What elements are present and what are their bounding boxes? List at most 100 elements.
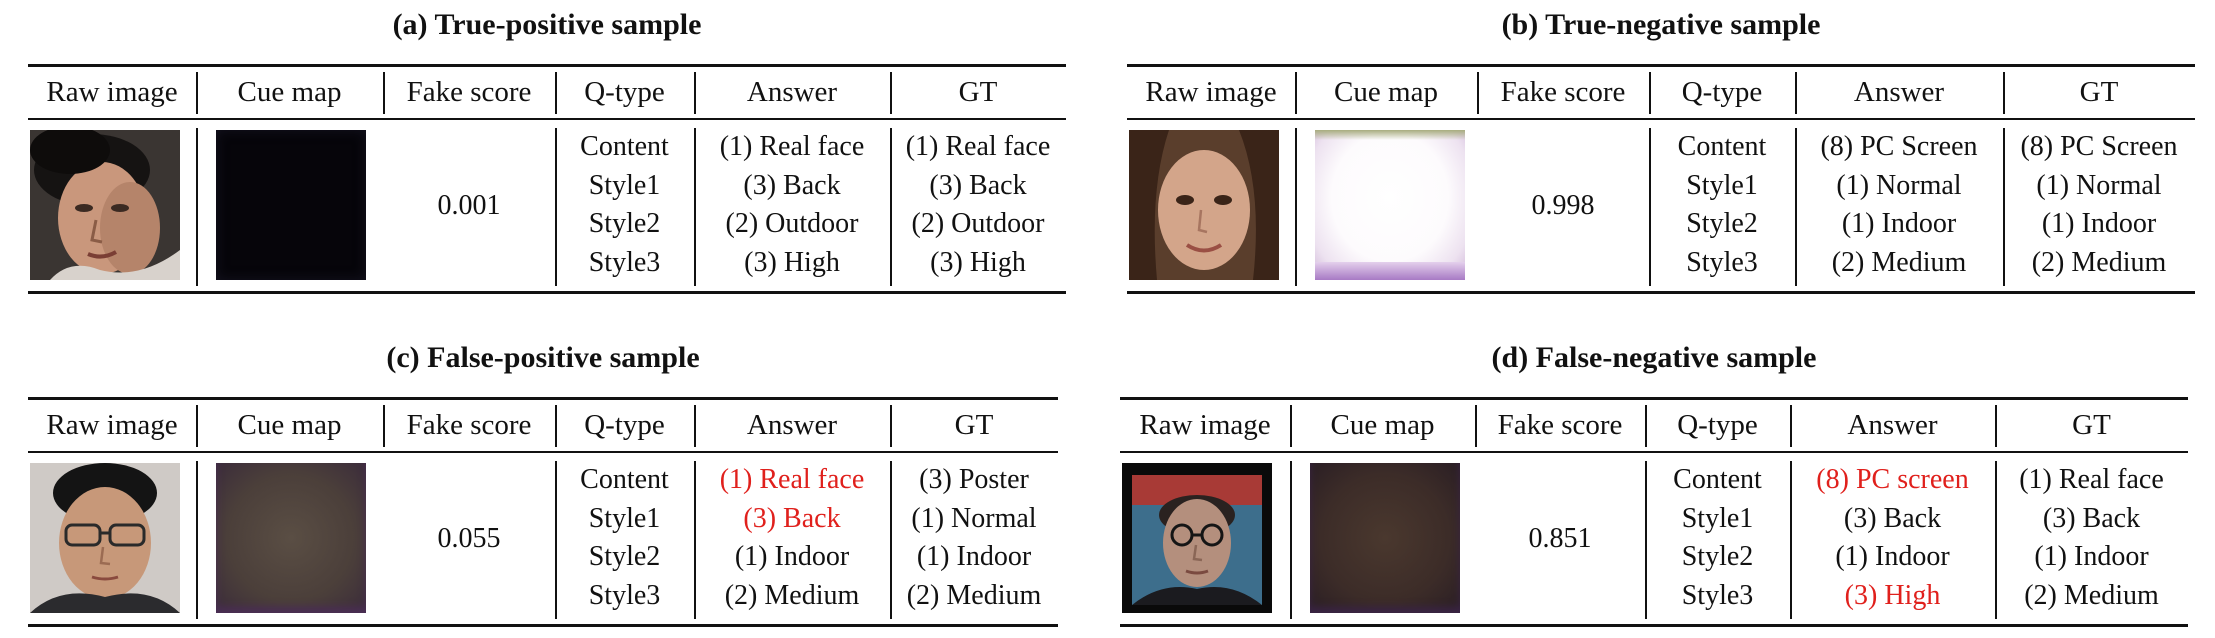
- gt-style1: (1) Normal: [911, 502, 1037, 534]
- q-type-style2: Style2: [588, 541, 661, 572]
- fake-score-value: 0.001: [437, 190, 501, 221]
- cue-map-bottom-band: [1315, 262, 1465, 280]
- column-divider: [1295, 128, 1297, 286]
- column-divider: [694, 405, 696, 447]
- header-gt: GT: [2079, 76, 2119, 108]
- top-rule: [28, 64, 1066, 67]
- gt-style3: (3) High: [930, 246, 1026, 278]
- column-divider: [1995, 461, 1997, 619]
- answer-style3: (2) Medium: [1831, 246, 1967, 278]
- gt-content: (1) Real face: [905, 131, 1051, 162]
- header-gt: GT: [958, 76, 998, 108]
- header-fake-score: Fake score: [1497, 409, 1623, 441]
- column-divider: [555, 128, 557, 286]
- header-raw-image: Raw image: [46, 409, 178, 441]
- answer-style3: (3) High: [744, 246, 840, 278]
- header-cue-map: Cue map: [237, 76, 342, 108]
- bottom-rule: [28, 624, 1058, 627]
- column-divider: [383, 405, 385, 447]
- answer-style2: (2) Outdoor: [725, 208, 859, 239]
- column-divider: [1790, 405, 1792, 447]
- gt-content: (1) Real face: [2019, 464, 2164, 495]
- column-divider: [1795, 72, 1797, 114]
- column-divider: [694, 72, 696, 114]
- gt-style2: (1) Indoor: [2034, 541, 2149, 572]
- fake-score-value: 0.055: [437, 523, 501, 554]
- header-rule: [1127, 118, 2195, 120]
- panel-caption: (a) True-positive sample: [392, 8, 702, 41]
- answer-list: (8) PC Screen (1) Normal (1) Indoor (2) …: [1795, 128, 2003, 282]
- answer-content: (1) Real face: [719, 131, 865, 162]
- q-type-list: Content Style1 Style2 Style3: [1645, 461, 1790, 615]
- column-divider: [1649, 128, 1651, 286]
- header-cue-map: Cue map: [1330, 409, 1435, 441]
- column-divider: [196, 128, 198, 286]
- column-divider: [1290, 461, 1292, 619]
- column-divider: [555, 72, 557, 114]
- header-gt: GT: [954, 409, 994, 441]
- fake-score-value: 0.998: [1531, 190, 1595, 221]
- top-rule: [28, 397, 1058, 400]
- answer-style2: (1) Indoor: [1841, 208, 1957, 239]
- column-divider: [890, 461, 892, 619]
- bottom-rule: [28, 291, 1066, 294]
- gt-style1: (3) Back: [929, 169, 1027, 201]
- column-divider: [196, 72, 198, 114]
- raw-face-image: [1122, 463, 1272, 613]
- header-rule: [1120, 451, 2188, 453]
- top-rule: [1127, 64, 2195, 67]
- header-fake-score: Fake score: [406, 76, 532, 108]
- q-type-style3: Style3: [588, 579, 661, 611]
- raw-face-image: [30, 463, 180, 613]
- header-fake-score: Fake score: [1500, 76, 1626, 108]
- q-type-style2: Style2: [1681, 541, 1754, 572]
- answer-style2: (1) Indoor: [734, 541, 850, 572]
- column-divider: [2003, 72, 2005, 114]
- answer-style2: (1) Indoor: [1835, 541, 1950, 572]
- q-type-list: Content Style1 Style2 Style3: [1649, 128, 1795, 282]
- header-cue-map: Cue map: [1334, 76, 1438, 108]
- answer-style1-wrong: (3) Back: [743, 502, 841, 534]
- panel-caption: (b) True-negative sample: [1501, 8, 1821, 41]
- answer-content-wrong: (1) Real face: [719, 464, 865, 495]
- column-divider: [890, 72, 892, 114]
- column-divider: [196, 405, 198, 447]
- q-type-style3: Style3: [1681, 579, 1754, 611]
- header-raw-image: Raw image: [1145, 76, 1277, 108]
- header-answer: Answer: [746, 409, 838, 441]
- column-divider: [555, 461, 557, 619]
- gt-content: (3) Poster: [919, 464, 1029, 495]
- header-raw-image: Raw image: [46, 76, 178, 108]
- answer-style1: (3) Back: [1843, 502, 1942, 534]
- header-rule: [28, 118, 1066, 120]
- column-divider: [196, 461, 198, 619]
- gt-list: (8) PC Screen (1) Normal (1) Indoor (2) …: [2003, 128, 2195, 282]
- column-divider: [1290, 405, 1292, 447]
- answer-content-wrong: (8) PC screen: [1816, 464, 1969, 495]
- header-answer: Answer: [746, 76, 838, 108]
- q-type-style3: Style3: [1686, 246, 1758, 278]
- q-type-content: Content: [580, 464, 669, 495]
- column-divider: [890, 128, 892, 286]
- column-divider: [2003, 128, 2005, 286]
- gt-list: (1) Real face (3) Back (2) Outdoor (3) H…: [890, 128, 1066, 282]
- raw-face-image: [30, 130, 180, 280]
- panel-true-positive: (a) True-positive sample Raw image Cue m…: [28, 0, 1066, 300]
- panel-caption: (d) False-negative sample: [1491, 341, 1817, 374]
- gt-list: (1) Real face (3) Back (1) Indoor (2) Me…: [1995, 461, 2188, 615]
- q-type-style1: Style1: [588, 502, 661, 534]
- fake-score-value: 0.851: [1528, 523, 1592, 554]
- panel-caption: (c) False-positive sample: [386, 341, 700, 374]
- gt-style3: (2) Medium: [906, 579, 1042, 611]
- bottom-rule: [1120, 624, 2188, 627]
- column-divider: [1295, 72, 1297, 114]
- q-type-list: Content Style1 Style2 Style3: [555, 461, 694, 615]
- cue-map-image: [1310, 463, 1460, 613]
- gt-list: (3) Poster (1) Normal (1) Indoor (2) Med…: [890, 461, 1058, 615]
- header-cue-map: Cue map: [237, 409, 342, 441]
- raw-face-image: [1129, 130, 1279, 280]
- column-divider: [1790, 461, 1792, 619]
- bottom-rule: [1127, 291, 2195, 294]
- answer-content: (8) PC Screen: [1820, 131, 1978, 162]
- header-q-type: Q-type: [584, 409, 665, 441]
